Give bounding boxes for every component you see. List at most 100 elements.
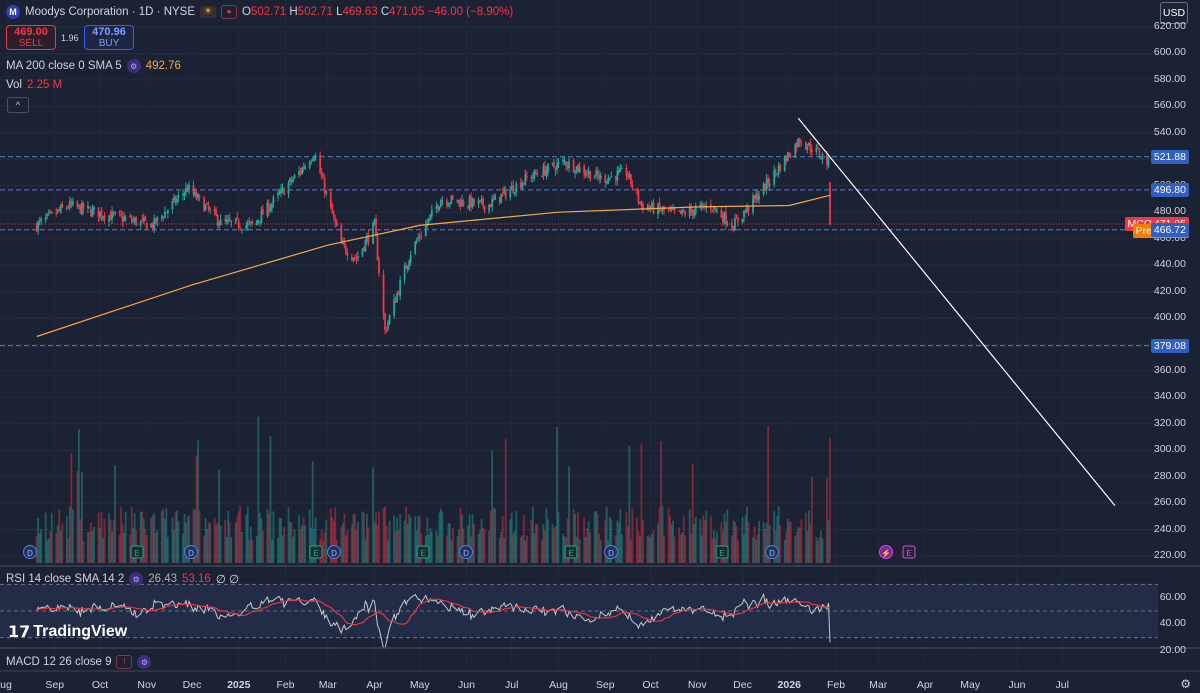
candle-body[interactable] [657, 203, 659, 215]
candle-body[interactable] [670, 209, 673, 211]
candle-body[interactable] [806, 146, 809, 150]
candle-body[interactable] [807, 142, 810, 146]
candle-body[interactable] [77, 204, 80, 206]
candle-body[interactable] [58, 209, 61, 211]
candle-body[interactable] [100, 209, 103, 218]
candle-body[interactable] [37, 221, 40, 232]
candle-body[interactable] [319, 155, 322, 174]
candle-body[interactable] [361, 248, 364, 256]
candle-body[interactable] [798, 139, 801, 143]
candle-body[interactable] [563, 160, 566, 162]
candle-body[interactable] [642, 203, 644, 211]
candle-body[interactable] [519, 182, 522, 188]
candle-body[interactable] [376, 236, 379, 261]
candle-body[interactable] [449, 202, 451, 204]
candle-body[interactable] [213, 208, 216, 212]
candle-body[interactable] [620, 168, 623, 170]
candle-body[interactable] [385, 330, 388, 332]
candle-body[interactable] [500, 193, 503, 204]
symbol-title[interactable]: Moodys Corporation · 1D · NYSE [25, 6, 196, 18]
candle-body[interactable] [456, 199, 459, 203]
candle-body[interactable] [694, 207, 697, 214]
candle-body[interactable] [491, 199, 494, 207]
collapse-legend-button[interactable]: ^ [7, 97, 29, 113]
candle-body[interactable] [762, 183, 765, 195]
candle-body[interactable] [605, 181, 608, 183]
candle-body[interactable] [197, 194, 199, 198]
candle-body[interactable] [512, 185, 515, 194]
split-marker[interactable] [879, 545, 893, 559]
candle-body[interactable] [174, 197, 177, 204]
candle-body[interactable] [298, 171, 300, 175]
candle-body[interactable] [699, 205, 702, 207]
candle-body[interactable] [408, 261, 411, 267]
candle-body[interactable] [304, 165, 307, 170]
candle-body[interactable] [429, 214, 432, 218]
candle-body[interactable] [829, 182, 831, 224]
candle-body[interactable] [225, 219, 228, 223]
candle-body[interactable] [418, 236, 421, 238]
candle-body[interactable] [88, 206, 91, 208]
candle-body[interactable] [773, 170, 776, 185]
earnings-marker[interactable] [715, 545, 729, 559]
candle-body[interactable] [544, 165, 546, 176]
candle-body[interactable] [266, 202, 269, 216]
candle-body[interactable] [38, 220, 41, 222]
dividend-marker[interactable] [604, 545, 618, 559]
candle-body[interactable] [639, 202, 641, 204]
candle-body[interactable] [341, 242, 344, 244]
candle-body[interactable] [47, 212, 50, 214]
candle-body[interactable] [177, 195, 180, 198]
earnings-marker[interactable] [564, 545, 578, 559]
candle-body[interactable] [679, 210, 682, 214]
candle-body[interactable] [340, 225, 343, 244]
candle-body[interactable] [583, 165, 586, 175]
rsi-pane[interactable] [0, 583, 1158, 649]
candle-body[interactable] [746, 205, 748, 212]
candle-body[interactable] [574, 172, 576, 174]
candle-body[interactable] [721, 215, 724, 223]
candle-body[interactable] [355, 257, 358, 260]
candle-body[interactable] [139, 220, 142, 226]
candle-body[interactable] [219, 219, 222, 226]
candle-body[interactable] [459, 201, 462, 207]
candle-body[interactable] [268, 203, 270, 213]
candle-body[interactable] [46, 213, 49, 217]
candle-body[interactable] [153, 217, 156, 230]
candle-body[interactable] [651, 202, 653, 209]
candle-body[interactable] [70, 201, 73, 205]
candle-body[interactable] [776, 173, 779, 175]
candle-body[interactable] [257, 220, 260, 222]
candle-body[interactable] [596, 170, 599, 176]
ma-legend[interactable]: MA 200 close 0 SMA 5 ⚙ 492.76 [6, 59, 181, 73]
candle-body[interactable] [473, 199, 475, 205]
candle-body[interactable] [215, 210, 218, 216]
candle-body[interactable] [393, 299, 395, 316]
candle-body[interactable] [260, 210, 263, 224]
candle-body[interactable] [441, 200, 444, 202]
candle-body[interactable] [462, 201, 465, 206]
candle-body[interactable] [123, 217, 126, 221]
candle-body[interactable] [565, 161, 567, 167]
candle-body[interactable] [240, 229, 243, 231]
candle-body[interactable] [575, 166, 578, 172]
event-markers[interactable]: D E D E D E D E D E D ⚡ E [23, 545, 916, 559]
candle-body[interactable] [132, 220, 135, 222]
currency-selector[interactable]: USD [1160, 2, 1188, 24]
candle-body[interactable] [524, 174, 527, 185]
candle-body[interactable] [810, 149, 813, 153]
candle-body[interactable] [49, 211, 52, 213]
candle-body[interactable] [76, 202, 79, 207]
candle-body[interactable] [725, 211, 727, 225]
candle-body[interactable] [741, 218, 744, 223]
settings-icon[interactable]: ⚙ [129, 572, 144, 586]
candle-body[interactable] [261, 209, 264, 215]
candle-body[interactable] [554, 168, 557, 171]
candle-body[interactable] [726, 223, 729, 225]
candle-body[interactable] [248, 220, 251, 222]
candle-body[interactable] [173, 197, 175, 200]
candle-body[interactable] [572, 160, 575, 172]
candle-body[interactable] [667, 209, 670, 211]
candle-body[interactable] [753, 195, 756, 198]
